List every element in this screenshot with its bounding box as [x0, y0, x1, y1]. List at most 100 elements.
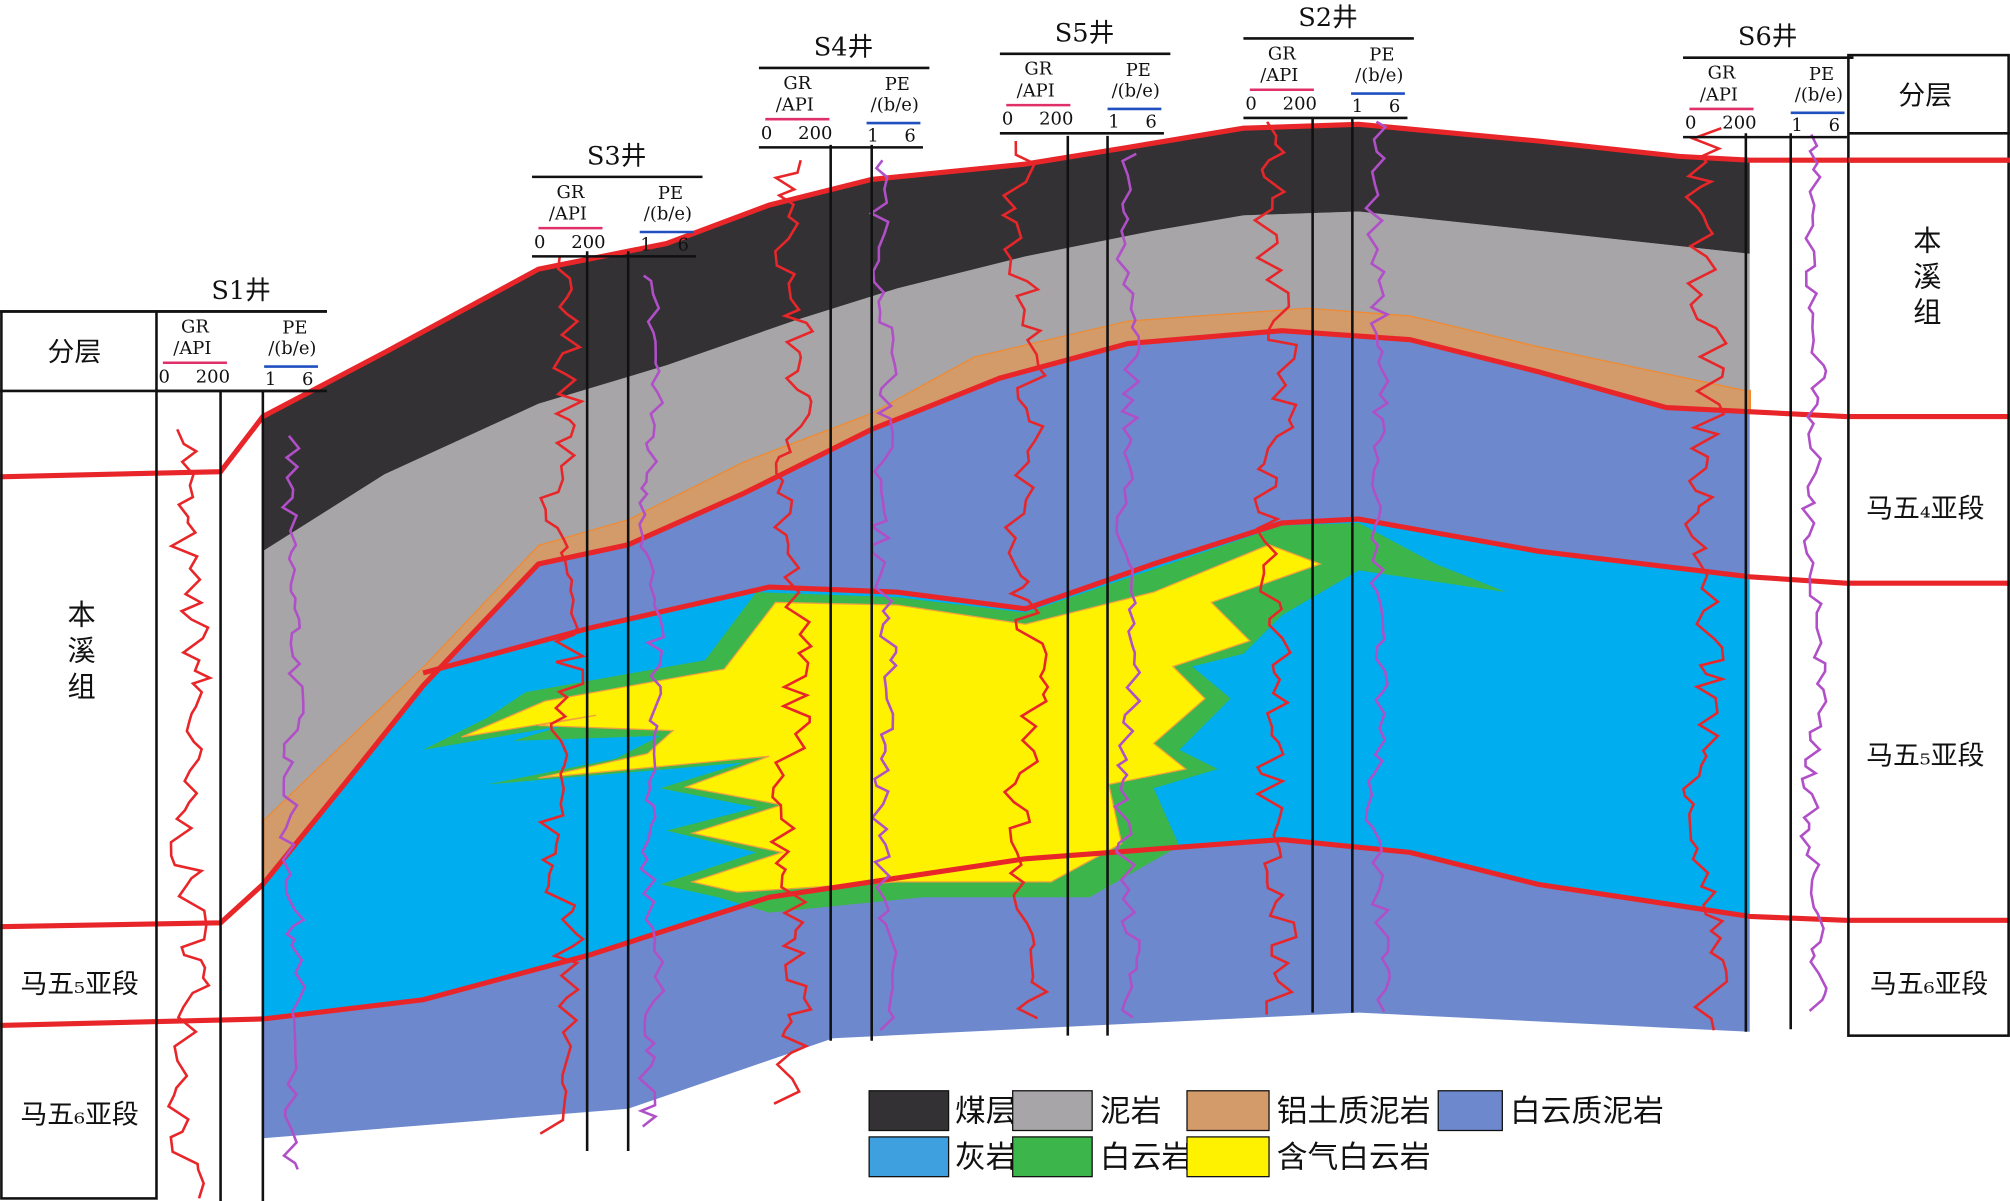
gr-min: 0: [1245, 93, 1256, 114]
strata: [261, 124, 1751, 1139]
log-curve: [1112, 152, 1142, 1019]
log-curve: [1799, 134, 1828, 1012]
log-curve: [166, 428, 214, 1199]
log-curve: [537, 256, 587, 1135]
legend-swatch: [1186, 1136, 1270, 1178]
pe-max: 6: [302, 369, 313, 390]
legend-swatch: [1437, 1090, 1503, 1132]
log-curve: [278, 434, 307, 1170]
pe-unit: /(b/e): [871, 95, 919, 116]
pe-unit: /(b/e): [644, 204, 692, 225]
gr-min: 0: [1002, 109, 1013, 130]
legend-label: 煤层: [955, 1093, 1017, 1129]
coal: [262, 124, 1750, 552]
dolomitic-mudstone-upper: [423, 330, 1750, 686]
layer-label: 马五₆亚段: [1870, 969, 1988, 1000]
gr-min: 0: [158, 366, 169, 387]
layer-label: 马五₅亚段: [1866, 741, 1984, 772]
well-name: S3井: [587, 141, 646, 171]
well-name: S2井: [1298, 3, 1357, 33]
mudstone: [262, 211, 1750, 821]
gr-min: 0: [1685, 113, 1696, 134]
legend-swatch: [1012, 1090, 1093, 1132]
gr-label: GR: [181, 316, 209, 337]
gr-unit: /API: [776, 95, 814, 116]
pe-label: PE: [1809, 64, 1834, 85]
gr-label: GR: [783, 73, 811, 94]
legend-swatch: [1186, 1090, 1270, 1132]
log-curve: [1682, 126, 1729, 1031]
well-name: S1井: [211, 276, 270, 306]
right-column: 分层 本溪组 马五₄亚段 马五₅亚段 马五₆亚段: [1847, 53, 2010, 1037]
gr-label: GR: [1024, 59, 1052, 80]
pe-min: 1: [640, 234, 651, 255]
gr-min: 0: [761, 123, 772, 144]
pe-max: 6: [1145, 111, 1156, 132]
pe-unit: /(b/e): [1112, 81, 1160, 102]
legend-label: 泥岩: [1100, 1093, 1162, 1129]
dolomitic-mudstone-lower: [262, 839, 1750, 1139]
gr-max: 200: [1722, 113, 1756, 134]
gr-max: 200: [1039, 109, 1073, 130]
legend: 煤层 泥岩 铝土质泥岩 白云质泥岩 灰岩 白云岩 含气白云岩: [868, 1090, 1664, 1178]
pe-unit: /(b/e): [268, 338, 316, 359]
well-name: S5井: [1055, 18, 1114, 48]
boundary: [422, 516, 2010, 676]
pe-min: 1: [1352, 96, 1363, 117]
legend-swatch: [868, 1136, 950, 1178]
boundary: [0, 121, 2010, 480]
layer-label: 马五₄亚段: [1866, 493, 1984, 524]
legend-label: 含气白云岩: [1277, 1139, 1431, 1175]
log-curve: [637, 274, 666, 1128]
pe-unit: /(b/e): [1355, 65, 1403, 86]
left-column: 分层 本溪组 马五₅亚段 马五₆亚段: [0, 310, 327, 1200]
log-curves: [166, 120, 1828, 1199]
gr-label: GR: [1268, 43, 1296, 64]
gr-max: 200: [1283, 93, 1317, 114]
pe-min: 1: [1108, 111, 1119, 132]
gr-unit: /API: [173, 338, 211, 359]
boundaries: [0, 121, 2010, 1028]
pe-label: PE: [1126, 60, 1151, 81]
log-curve: [868, 159, 898, 1031]
pe-max: 6: [1389, 96, 1400, 117]
well-name: S4井: [814, 32, 873, 62]
pe-max: 6: [1829, 115, 1840, 136]
gas-dolomite: [461, 544, 1323, 893]
pe-label: PE: [282, 318, 307, 339]
well-name: S6井: [1738, 22, 1797, 52]
column-header: 分层: [1898, 81, 1952, 112]
layer-label: 马五₅亚段: [20, 969, 138, 1000]
legend-swatch: [868, 1090, 950, 1132]
gr-label: GR: [1708, 63, 1736, 84]
legend-swatch: [1012, 1136, 1093, 1178]
log-curve: [769, 159, 815, 1105]
gr-max: 200: [196, 366, 230, 387]
gr-label: GR: [557, 182, 585, 203]
log-curve: [1252, 121, 1299, 1015]
pe-label: PE: [1369, 45, 1394, 66]
gr-unit: /API: [549, 204, 587, 225]
legend-label: 白云质泥岩: [1510, 1093, 1664, 1129]
layer-label: 马五₆亚段: [20, 1100, 138, 1131]
gr-max: 200: [798, 123, 832, 144]
pe-min: 1: [867, 125, 878, 146]
gr-unit: /API: [1260, 65, 1298, 86]
gr-unit: /API: [1700, 84, 1738, 105]
log-curve: [1364, 120, 1391, 1013]
legend-label: 灰岩: [955, 1139, 1017, 1175]
column-box: [1847, 53, 2010, 1037]
pe-max: 6: [678, 234, 689, 255]
legend-label: 铝土质泥岩: [1277, 1093, 1431, 1129]
layer-label: 本溪组: [63, 600, 96, 708]
legend-label: 白云岩: [1100, 1139, 1192, 1175]
pe-label: PE: [658, 183, 683, 204]
pe-min: 1: [1791, 115, 1802, 136]
pe-min: 1: [265, 369, 276, 390]
layer-label: 本溪组: [1909, 225, 1942, 333]
gr-max: 200: [571, 232, 605, 253]
gr-min: 0: [534, 232, 545, 253]
